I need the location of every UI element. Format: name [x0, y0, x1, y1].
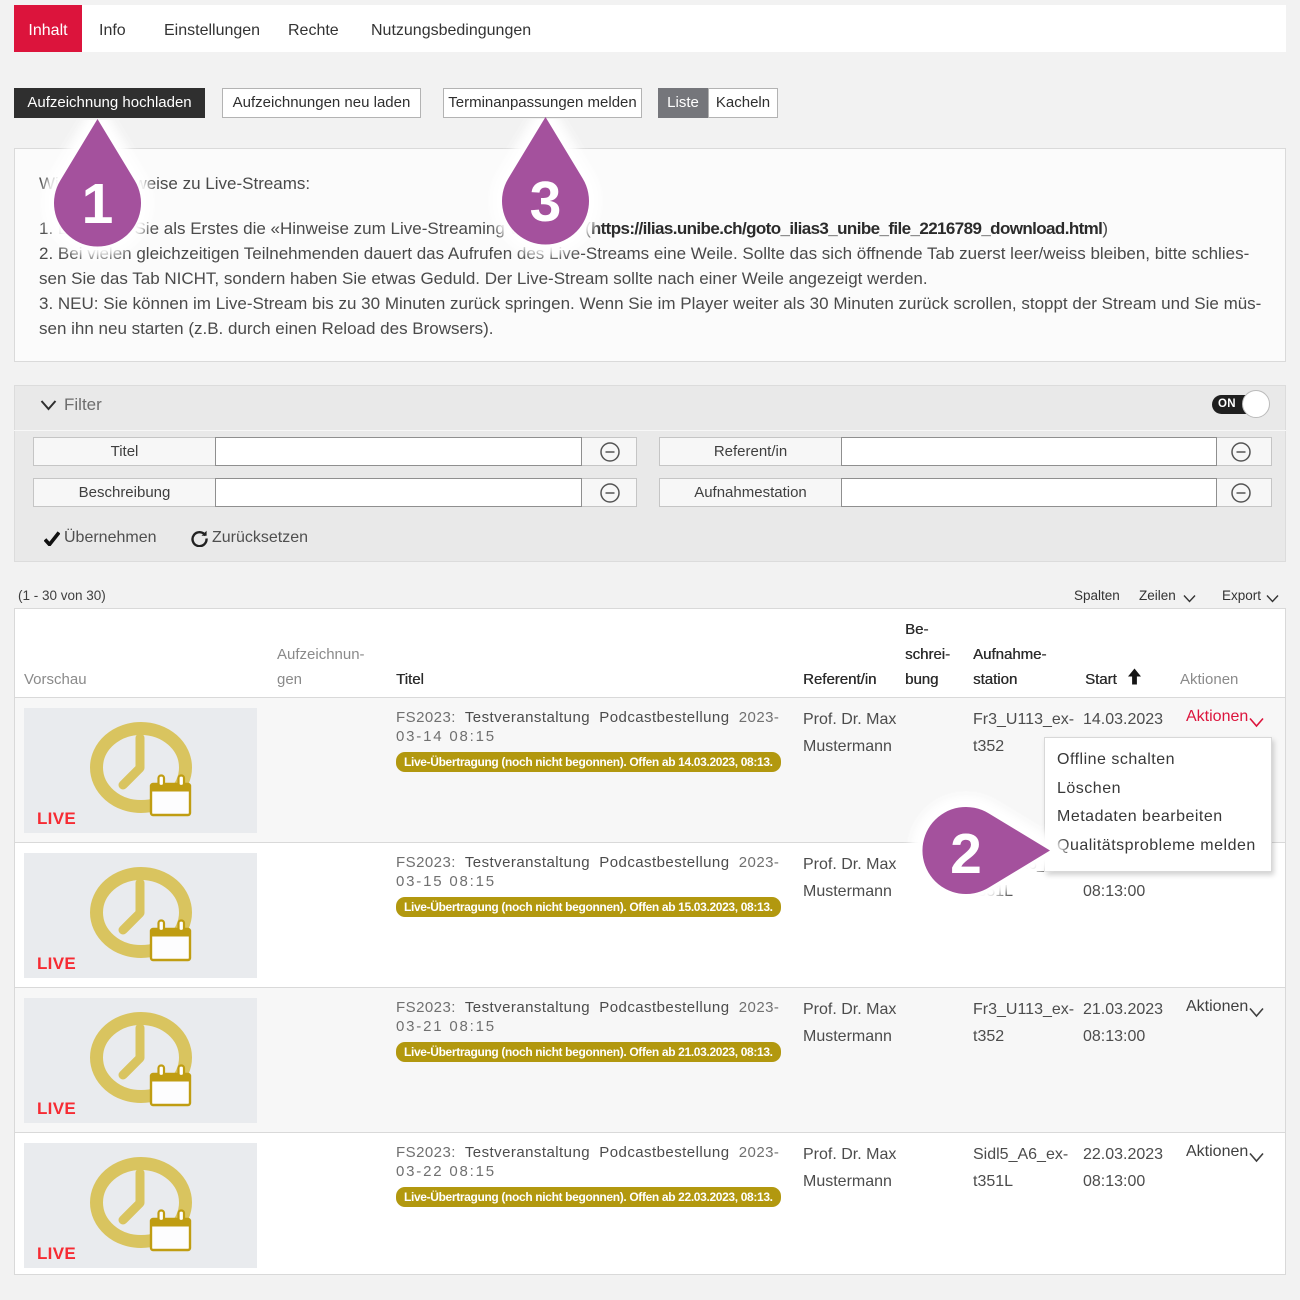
svg-text:2: 2 [950, 822, 982, 886]
svg-text:3: 3 [530, 170, 562, 234]
svg-text:1: 1 [82, 172, 114, 236]
